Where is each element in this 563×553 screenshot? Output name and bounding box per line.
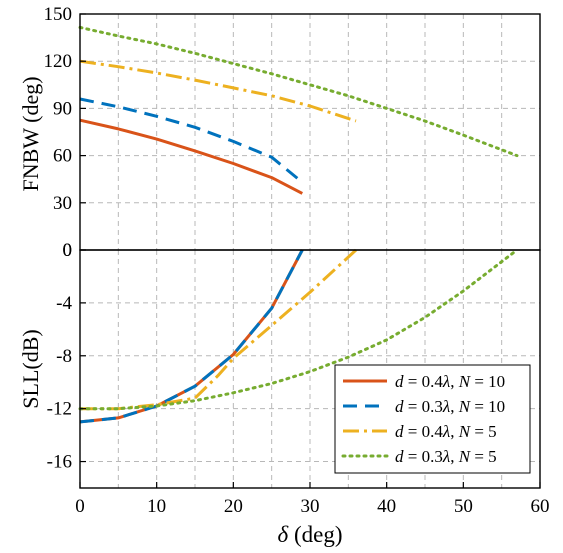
top-y-tick-label: 0 [63,240,73,261]
bottom-series-line-0 [79,249,304,424]
x-tick-label: 60 [531,496,550,517]
bottom-series-line-3 [78,248,519,411]
x-axis-unit: (deg) [288,522,342,547]
x-tick-label: 20 [224,496,243,517]
top-series-line-0 [79,118,303,195]
legend: d = 0.4λ, N = 10 d = 0.3λ, N = 10 d = 0.4λ… [334,364,531,474]
series-lines [78,25,519,424]
legend-label-3: d = 0.3λ, N = 5 [395,447,497,466]
legend-label-2: d = 0.4λ, N = 5 [395,422,497,441]
x-tick-label: 10 [147,496,166,517]
x-tick-label: 50 [454,496,473,517]
bottom-y-tick-label: -16 [47,452,72,473]
bottom-y-tick-label: 0 [63,240,73,261]
top-y-tick-label: 150 [44,4,73,25]
axes-frame [79,13,541,489]
top-series-line-2 [79,59,357,123]
bottom-series-line-1 [79,249,304,424]
legend-box [334,364,531,474]
top-y-axis-label: FNBW (deg) [18,76,43,191]
top-y-tick-label: 120 [44,51,73,72]
x-tick-label: 40 [377,496,396,517]
top-y-tick-label: 30 [53,193,72,214]
legend-label-1: d = 0.3λ, N = 10 [395,397,505,416]
top-y-tick-label: 90 [53,98,72,119]
x-tick-label: 0 [75,496,85,517]
top-series-line-3 [78,25,519,158]
top-y-tick-label: 60 [53,146,72,167]
bottom-y-tick-label: -8 [56,346,72,367]
top-series-line-1 [79,97,304,184]
bottom-series-line-2 [80,248,358,411]
bottom-y-tick-label: -4 [56,293,72,314]
x-axis-label: δ (deg) [278,522,343,547]
bottom-y-tick-label: -12 [47,399,72,420]
x-tick-label: 30 [301,496,320,517]
legend-label-0: d = 0.4λ, N = 10 [395,372,505,391]
x-axis-symbol: δ [278,522,289,547]
bottom-y-axis-label: SLL(dB) [18,329,43,408]
